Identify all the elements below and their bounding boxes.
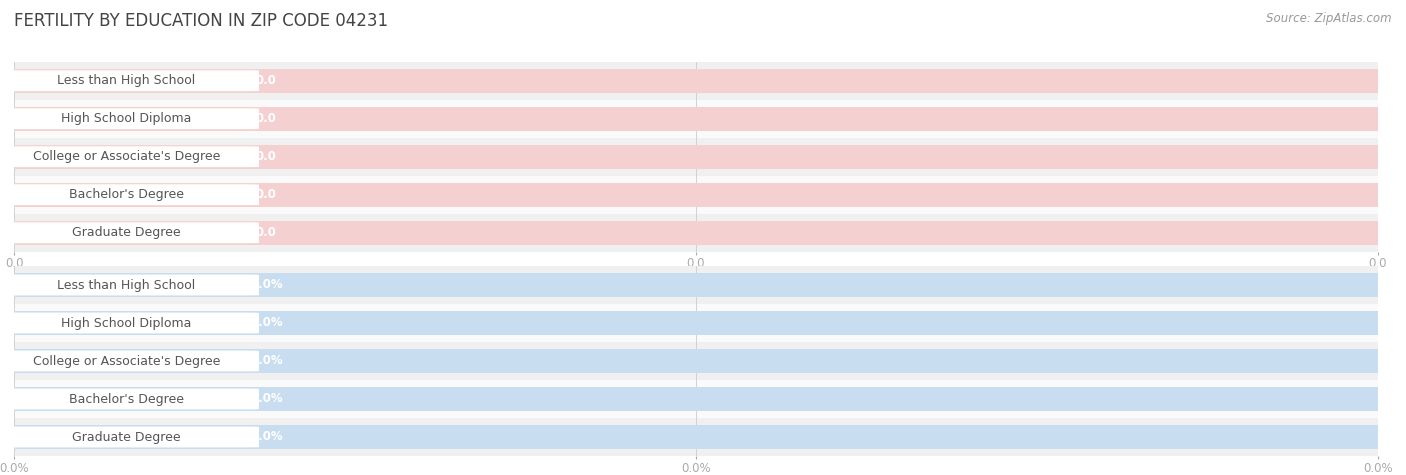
FancyBboxPatch shape	[0, 388, 260, 410]
Bar	[14, 214, 1378, 252]
Text: Less than High School: Less than High School	[58, 74, 195, 87]
Bar	[14, 349, 1378, 373]
Bar	[14, 425, 1378, 449]
FancyBboxPatch shape	[0, 146, 260, 168]
Text: High School Diploma: High School Diploma	[62, 316, 191, 330]
FancyBboxPatch shape	[0, 222, 260, 244]
Text: 0.0: 0.0	[256, 226, 277, 239]
Text: Source: ZipAtlas.com: Source: ZipAtlas.com	[1267, 12, 1392, 25]
Bar	[14, 342, 1378, 380]
Text: College or Associate's Degree: College or Associate's Degree	[32, 150, 221, 163]
Bar	[14, 62, 1378, 100]
FancyBboxPatch shape	[0, 108, 260, 130]
Bar	[14, 221, 1378, 245]
Text: College or Associate's Degree: College or Associate's Degree	[32, 354, 221, 368]
Text: Graduate Degree: Graduate Degree	[72, 430, 181, 444]
Bar	[14, 183, 1378, 207]
Text: 0.0: 0.0	[256, 188, 277, 201]
Text: 0.0: 0.0	[256, 150, 277, 163]
Text: 0.0%: 0.0%	[250, 354, 283, 368]
FancyBboxPatch shape	[0, 70, 260, 92]
Text: 0.0: 0.0	[256, 74, 277, 87]
Text: FERTILITY BY EDUCATION IN ZIP CODE 04231: FERTILITY BY EDUCATION IN ZIP CODE 04231	[14, 12, 388, 30]
Text: 0.0: 0.0	[256, 112, 277, 125]
Bar	[14, 266, 1378, 304]
Text: Less than High School: Less than High School	[58, 278, 195, 292]
Bar	[14, 304, 1378, 342]
Bar	[14, 380, 1378, 418]
Bar	[14, 138, 1378, 176]
FancyBboxPatch shape	[0, 426, 260, 448]
FancyBboxPatch shape	[0, 274, 260, 296]
Text: Bachelor's Degree: Bachelor's Degree	[69, 188, 184, 201]
Text: High School Diploma: High School Diploma	[62, 112, 191, 125]
Bar	[14, 69, 1378, 93]
FancyBboxPatch shape	[0, 312, 260, 334]
Text: Bachelor's Degree: Bachelor's Degree	[69, 392, 184, 406]
Text: 0.0%: 0.0%	[250, 392, 283, 406]
FancyBboxPatch shape	[0, 350, 260, 372]
Text: 0.0%: 0.0%	[250, 316, 283, 330]
Text: 0.0%: 0.0%	[250, 278, 283, 292]
Bar	[14, 176, 1378, 214]
Bar	[14, 100, 1378, 138]
Bar	[14, 145, 1378, 169]
Text: 0.0%: 0.0%	[250, 430, 283, 444]
Bar	[14, 311, 1378, 335]
Bar	[14, 387, 1378, 411]
FancyBboxPatch shape	[0, 184, 260, 206]
Bar	[14, 273, 1378, 297]
Bar	[14, 107, 1378, 131]
Bar	[14, 418, 1378, 456]
Text: Graduate Degree: Graduate Degree	[72, 226, 181, 239]
